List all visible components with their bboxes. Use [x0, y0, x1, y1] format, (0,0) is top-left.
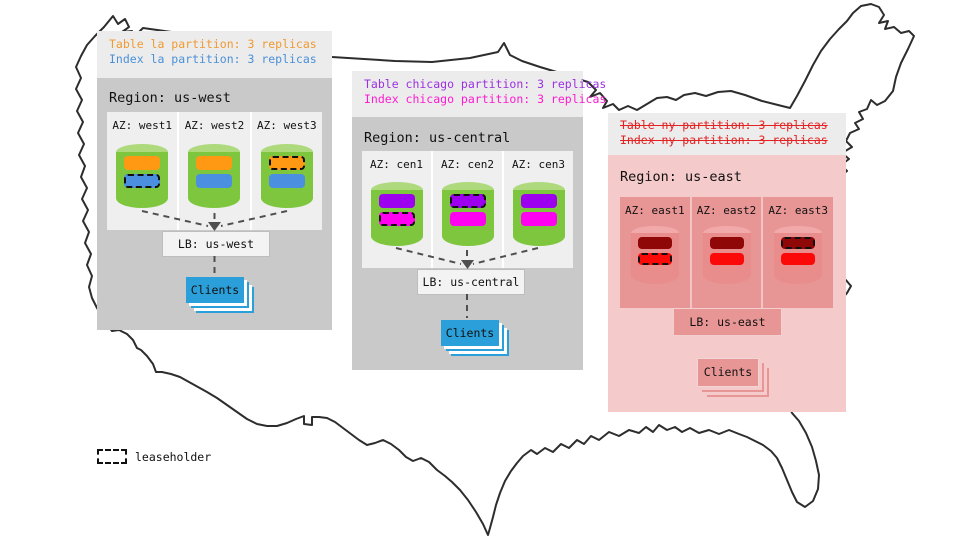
useast-index-annotation: Index ny partition: 3 replicas: [620, 133, 828, 147]
useast-partition-annotations: Table ny partition: 3 replicas Index ny …: [608, 113, 846, 155]
region-us-west-title: Region: us-west: [109, 90, 231, 106]
table-replica-bar: [781, 237, 816, 249]
uswest-table-annotation: Table la partition: 3 replicas: [109, 37, 317, 51]
uswest-index-annotation: Index la partition: 3 replicas: [109, 52, 317, 66]
table-replica-bar: [124, 156, 161, 170]
index-replica-bar: [709, 253, 744, 265]
region-us-central: Region: us-central AZ: cen1 AZ: cen2: [352, 117, 583, 370]
az-box-east3: AZ: east3: [763, 197, 834, 308]
az-label: AZ: cen3: [512, 158, 565, 171]
az-label: AZ: cen2: [441, 158, 494, 171]
region-us-central-title: Region: us-central: [364, 130, 511, 146]
clients-box-us-central: Clients: [441, 320, 499, 346]
uscentral-az-row: AZ: cen1 AZ: cen2 AZ: cen3: [362, 151, 573, 268]
az-box-cen1: AZ: cen1: [362, 151, 431, 268]
clients-box-us-east: Clients: [697, 358, 759, 387]
table-replica-bar: [520, 194, 557, 208]
leaseholder-label: leaseholder: [135, 449, 212, 464]
table-replica-bar: [637, 237, 672, 249]
load-balancer-us-east: LB: us-east: [673, 308, 782, 336]
az-label: AZ: east2: [696, 204, 757, 217]
database-cylinder: [260, 144, 313, 208]
az-label: AZ: cen1: [370, 158, 423, 171]
region-us-east-title: Region: us-east: [620, 169, 742, 185]
az-label: AZ: east1: [625, 204, 685, 217]
table-replica-bar: [268, 156, 305, 170]
useast-az-row: AZ: east1 AZ: east2 AZ: east3: [620, 197, 834, 308]
database-cylinder: [512, 182, 565, 246]
index-replica-bar: [520, 212, 557, 226]
az-label: AZ: west1: [112, 119, 172, 132]
az-label: AZ: east3: [768, 204, 828, 217]
az-box-cen3: AZ: cen3: [504, 151, 573, 268]
uscentral-index-annotation: Index chicago partition: 3 replicas: [364, 92, 607, 106]
clients-box-us-west: Clients: [186, 277, 244, 303]
database-cylinder: [630, 226, 679, 284]
index-replica-bar: [378, 212, 415, 226]
leaseholder-dashed-swatch: [97, 449, 127, 464]
uswest-az-row: AZ: west1 AZ: west2 AZ: west3: [107, 112, 322, 230]
leaseholder-legend: leaseholder: [97, 449, 211, 464]
index-replica-bar: [781, 253, 816, 265]
region-us-west: Region: us-west AZ: west1 AZ: west2: [97, 78, 332, 330]
database-cylinder: [702, 226, 751, 284]
az-box-west1: AZ: west1: [107, 112, 178, 230]
table-replica-bar: [709, 237, 744, 249]
index-replica-bar: [449, 212, 486, 226]
load-balancer-us-central: LB: us-central: [417, 269, 525, 295]
database-cylinder: [774, 226, 823, 284]
az-box-west3: AZ: west3: [251, 112, 322, 230]
az-label: AZ: west2: [184, 119, 245, 132]
load-balancer-us-west: LB: us-west: [162, 231, 270, 257]
table-replica-bar: [378, 194, 415, 208]
table-replica-bar: [449, 194, 486, 208]
database-cylinder: [441, 182, 494, 246]
database-cylinder: [188, 144, 241, 208]
database-cylinder: [370, 182, 423, 246]
uscentral-table-annotation: Table chicago partition: 3 replicas: [364, 77, 607, 91]
index-replica-bar: [196, 174, 233, 188]
az-box-east1: AZ: east1: [620, 197, 690, 308]
useast-table-annotation: Table ny partition: 3 replicas: [620, 118, 828, 132]
database-cylinder: [116, 144, 169, 208]
index-replica-bar: [268, 174, 305, 188]
az-box-cen2: AZ: cen2: [433, 151, 502, 268]
index-replica-bar: [637, 253, 672, 265]
az-box-west2: AZ: west2: [179, 112, 250, 230]
region-us-east: Region: us-east AZ: east1 AZ: east2: [608, 155, 846, 412]
uswest-partition-annotations: Table la partition: 3 replicas Index la …: [97, 31, 332, 84]
az-label: AZ: west3: [257, 119, 317, 132]
index-replica-bar: [124, 174, 161, 188]
table-replica-bar: [196, 156, 233, 170]
uscentral-partition-annotations: Table chicago partition: 3 replicas Inde…: [352, 71, 607, 123]
az-box-east2: AZ: east2: [691, 197, 762, 308]
